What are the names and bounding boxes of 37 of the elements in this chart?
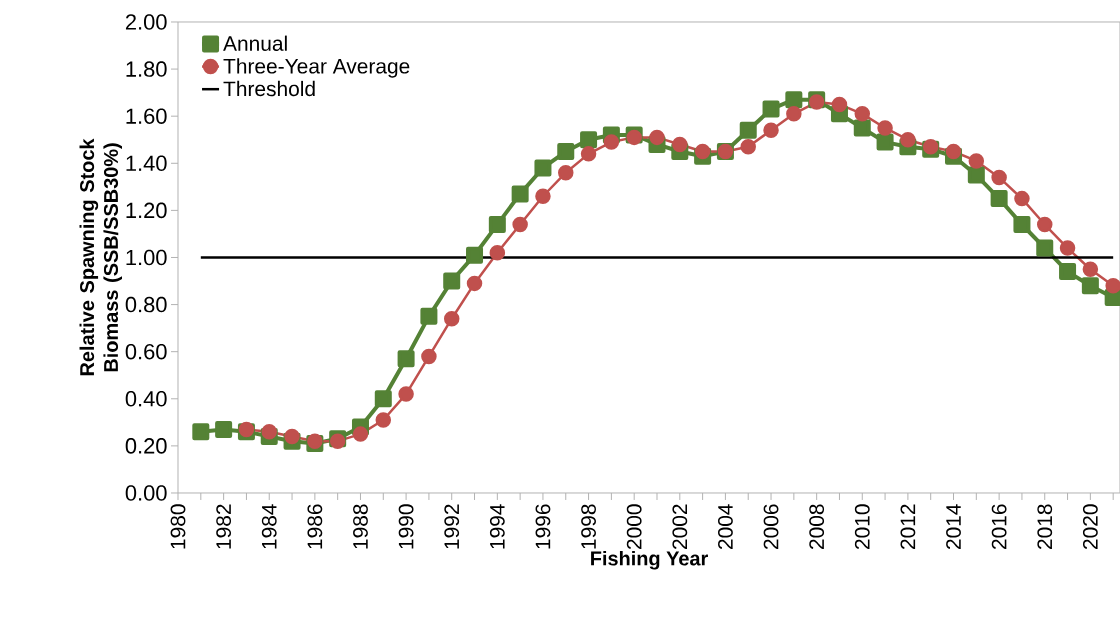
y-tick-label: 0.40 [125,391,167,407]
x-tick-label: 1994 [489,504,505,549]
x-axis-title: Fishing Year [591,550,708,570]
x-tick-label: 2010 [854,504,870,549]
legend-label: Three-Year Average [223,58,410,78]
x-tick-label: 1992 [444,504,460,549]
x-tick-label: 1998 [581,504,596,549]
y-tick-label: 0.60 [125,343,167,360]
y-tick-label: 1.80 [126,61,167,77]
x-tick-label: 1990 [398,504,414,549]
x-tick-label: 2018 [1037,504,1053,549]
y-axis-title: Relative Spawning Stock Biomass (SSB/SSB30%) [79,138,122,376]
x-tick-label: 2012 [900,504,916,549]
legend-label: Threshold [223,80,315,97]
x-tick-label: 2004 [718,504,733,549]
legend-label: Annual [223,35,287,51]
y-tick-label: 0.00 [125,485,167,501]
x-tick-label: 1986 [307,504,323,549]
y-tick-label: 0.80 [125,296,167,313]
y-tick-label: 1.40 [126,155,167,172]
x-tick-label: 2016 [991,504,1007,549]
y-tick-label: 1.00 [126,249,167,266]
x-tick-label: 2008 [809,504,825,549]
y-tick-label: 1.20 [126,202,167,219]
x-tick-label: 1984 [261,504,277,549]
y-tick-label: 1.60 [126,108,167,124]
x-tick-label: 2006 [763,504,779,549]
y-tick-label: 0.20 [125,438,167,454]
x-tick-label: 2020 [1082,504,1098,549]
x-tick-label: 1996 [535,504,551,549]
x-tick-label: 1980 [170,504,186,549]
x-tick-label: 2002 [672,504,688,549]
x-tick-label: 2014 [946,504,961,549]
x-tick-label: 2000 [626,504,642,549]
x-tick-label: 1988 [353,504,368,549]
x-tick-label: 1982 [216,504,232,549]
y-tick-label: 2.00 [125,14,167,30]
